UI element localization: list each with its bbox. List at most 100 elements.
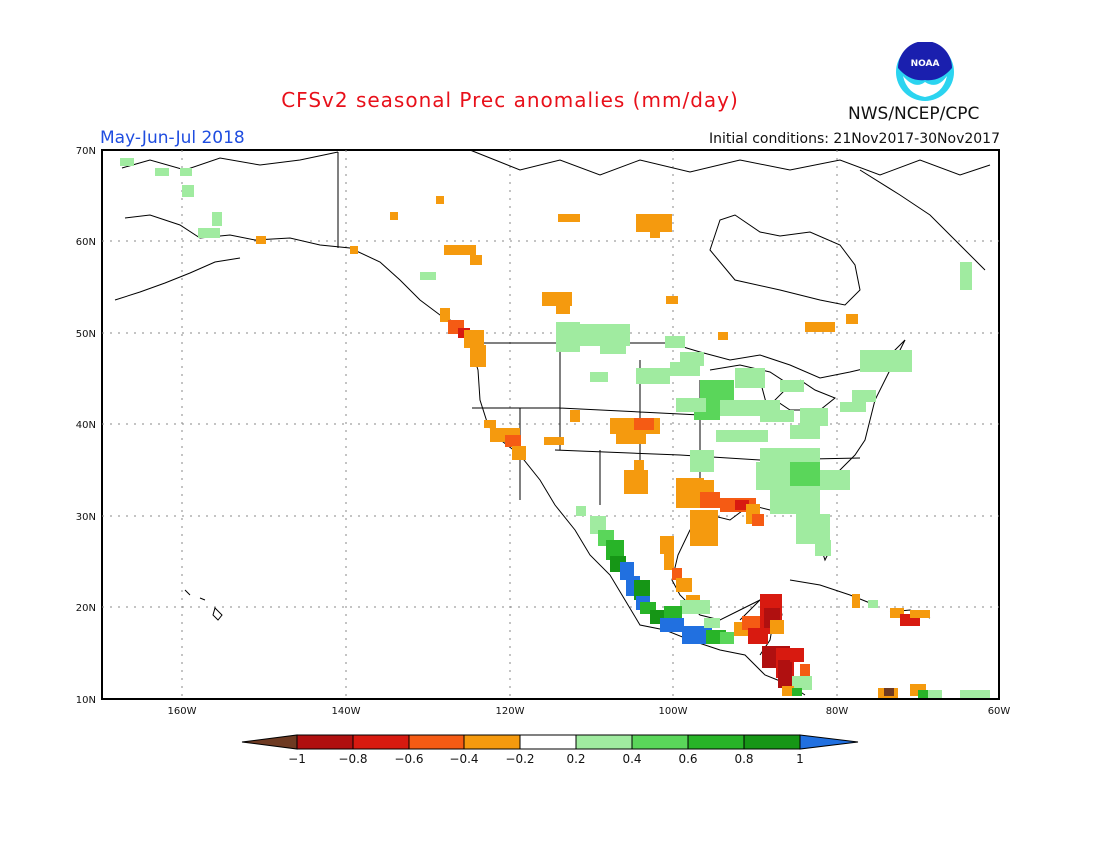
anomaly-cell [752,514,764,526]
anomaly-cell [350,246,358,254]
anomaly-cell [420,272,436,280]
anomaly-cell [544,437,564,445]
season-label: May-Jun-Jul 2018 [100,128,245,148]
colorbar-label: 0.6 [678,752,697,766]
anomaly-cell [180,168,192,176]
anomaly-cell [390,212,398,220]
colorbar-bin-5 [519,734,577,750]
anomaly-cell [790,425,820,439]
colorbar-bin-6 [575,734,633,750]
anomaly-cell [155,168,169,176]
anomaly-cell [570,410,580,422]
noaa-logo-icon: NOAA [896,42,954,101]
lon-label-60w: 60W [988,706,1011,717]
anomaly-cell [650,230,660,238]
colorbar-bin-9 [743,734,801,750]
anomaly-cell [470,345,486,367]
anomaly-cell [600,342,626,354]
logo-text: NOAA [911,59,940,69]
anomaly-cell [770,620,784,634]
lat-label-50n: 50N [76,329,96,340]
anomaly-cell [800,664,810,680]
lat-label-40n: 40N [76,420,96,431]
anomaly-cell [636,214,672,232]
anomaly-cell [742,616,764,630]
colorbar-label: 0.8 [734,752,753,766]
colorbar-label: −0.8 [338,752,367,766]
anomaly-cell [212,212,222,226]
anomaly-cell [868,600,878,608]
anomaly-cell [120,158,134,166]
anomaly-cell [792,688,802,696]
anomaly-cell [682,626,712,644]
anomaly-cell [620,562,634,580]
anomaly-cell [676,478,704,508]
latitude-labels: 70N 60N 50N 40N 30N 20N 10N [76,146,96,706]
lat-label-70n: 70N [76,146,96,157]
anomaly-cell [700,492,720,508]
anomaly-cell [928,690,942,698]
anomaly-cell [840,402,866,412]
anomaly-cell [636,368,670,384]
lat-label-20n: 20N [76,603,96,614]
anomaly-cell [796,514,830,544]
anomaly-cell [760,448,820,462]
lon-label-80w: 80W [826,706,849,717]
anomaly-cell [852,390,876,402]
anomaly-cell [910,610,930,618]
lat-label-30n: 30N [76,512,96,523]
anomaly-cell [805,322,835,332]
anomaly-cell [884,688,894,696]
colorbar-labels: −1 −0.8 −0.6 −0.4 −0.2 0.2 0.4 0.6 0.8 1 [288,752,804,766]
colorbar-bin-7 [631,734,689,750]
anomaly-cell [918,690,928,698]
lon-label-140w: 140W [332,706,361,717]
anomaly-cell [690,510,718,546]
anomaly-cell [666,296,678,304]
anomaly-cell [464,330,484,348]
colorbar-label: −0.4 [449,752,478,766]
anomaly-cell [440,308,450,322]
anomaly-cell [634,580,650,600]
anomaly-cell [846,314,858,324]
anomaly-cell [664,550,674,570]
anomaly-cell [576,506,586,516]
colorbar-bin-3 [408,734,465,750]
anomaly-cell [782,686,794,696]
anomaly-cell [690,450,714,472]
lon-label-160w: 160W [168,706,197,717]
anomaly-cell [624,470,648,494]
anomaly-cells [120,158,990,698]
colorbar-low-arrow [241,734,298,750]
anomaly-cell [960,690,990,698]
colorbar-label: 0.4 [622,752,641,766]
lat-label-10n: 10N [76,695,96,706]
anomaly-cell [748,628,768,644]
lon-label-120w: 120W [496,706,525,717]
anomaly-cell [664,606,682,618]
anomaly-cell [616,430,646,444]
anomaly-cell [590,516,606,534]
colorbar-bin-8 [687,734,745,750]
anomaly-cell [670,362,700,376]
anomaly-cell [700,380,734,400]
anomaly-cell [606,540,624,560]
anomaly-cell [718,332,728,340]
anomaly-cell [716,430,768,442]
longitude-labels: 160W 140W 120W 100W 80W 60W [168,706,1011,717]
anomaly-cell [512,446,526,460]
colorbar-bin-1 [296,734,354,750]
anomaly-cell [634,460,644,470]
colorbar-high-arrow [799,734,859,750]
anomaly-cell [960,262,972,290]
anomaly-cell [444,245,476,255]
anomaly-cell [704,618,720,628]
anomaly-cell [792,676,812,690]
anomaly-cell [800,408,828,426]
lon-label-100w: 100W [659,706,688,717]
colorbar: −1 −0.8 −0.6 −0.4 −0.2 0.2 0.4 0.6 0.8 1 [241,734,859,766]
initial-conditions-label: Initial conditions: 21Nov2017-30Nov2017 [709,131,1000,147]
anomaly-cell [660,536,674,554]
anomaly-cell [720,632,734,644]
anomaly-cell [790,462,820,486]
